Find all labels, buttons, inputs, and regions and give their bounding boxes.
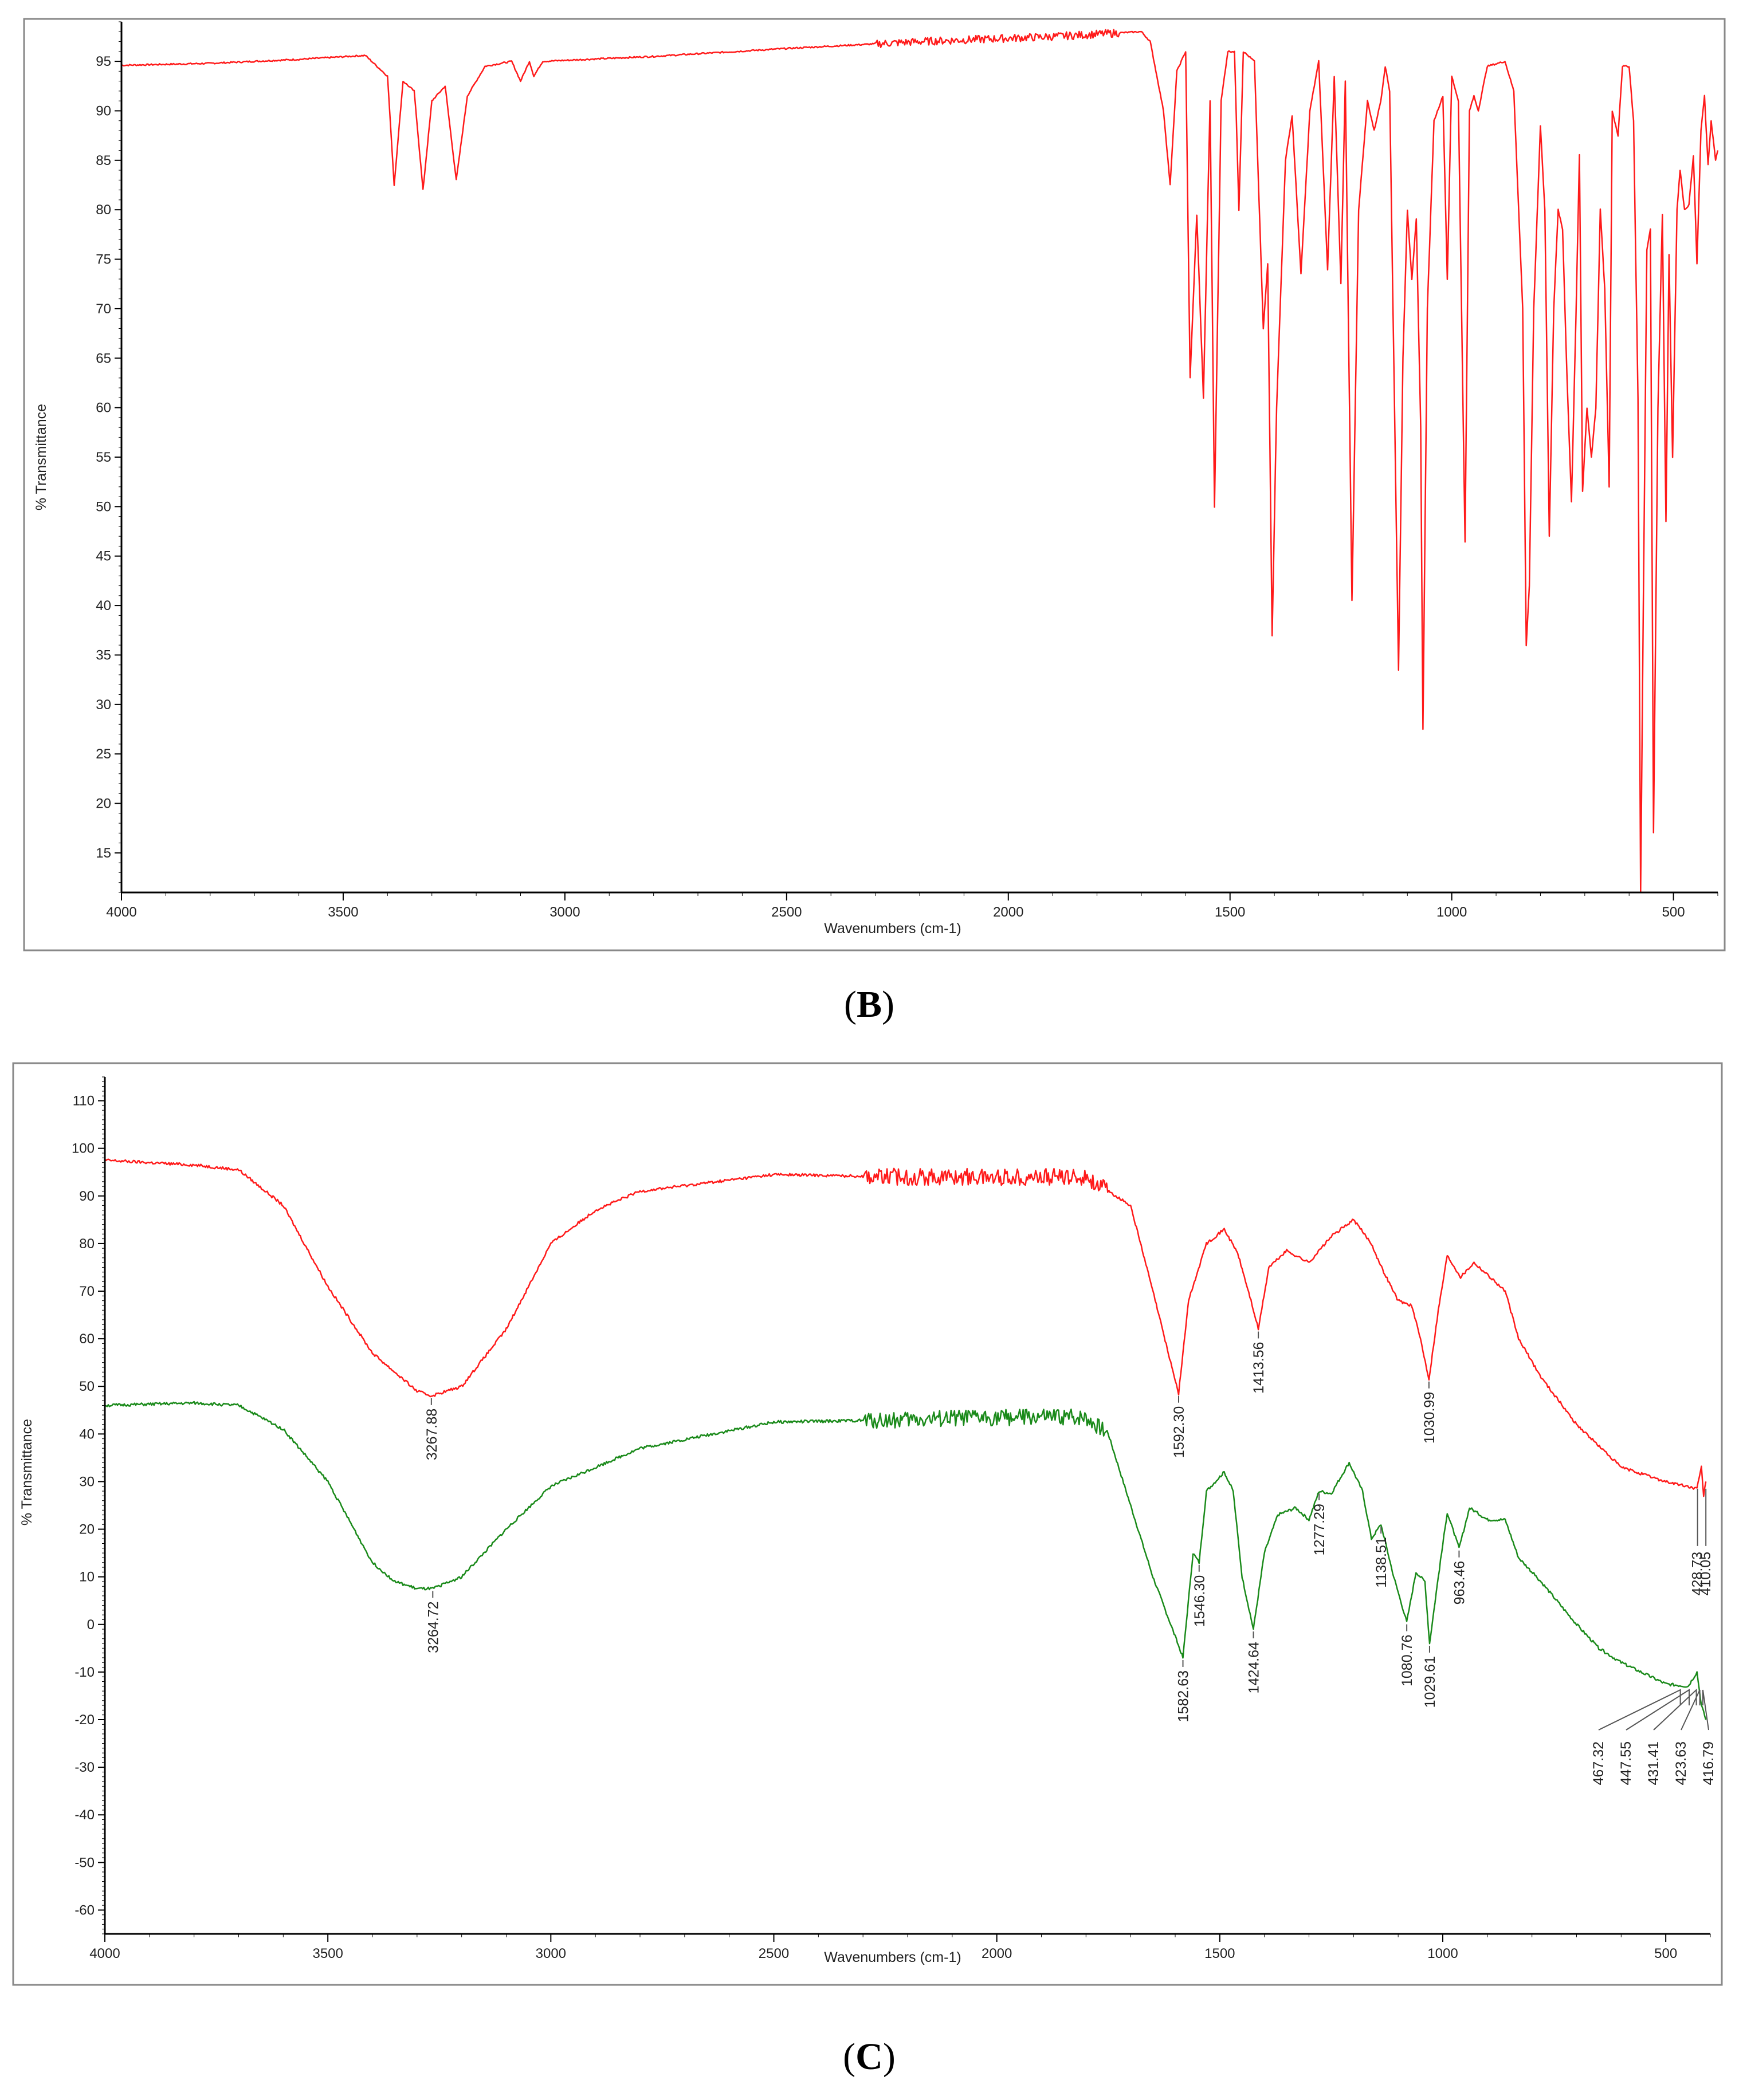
chart-b-y-axis-label: % Transmittance <box>33 404 49 510</box>
y-tick-label: -30 <box>74 1760 95 1775</box>
y-tick-label: 30 <box>79 1474 95 1489</box>
chart-b-x-axis-label: Wavenumbers (cm-1) <box>824 921 961 937</box>
y-tick-label: 35 <box>96 647 111 663</box>
peak-label: 1030.99 <box>1422 1392 1438 1444</box>
y-tick-label: 40 <box>79 1426 95 1442</box>
y-tick-label: 45 <box>96 549 111 564</box>
y-tick-label: 85 <box>96 153 111 168</box>
y-tick-label: -40 <box>74 1807 95 1823</box>
x-tick-label: 1500 <box>1215 905 1245 920</box>
series-line-red <box>121 29 1719 893</box>
x-tick-label: 3500 <box>328 905 358 920</box>
peak-label: 3267.88 <box>424 1409 440 1460</box>
y-tick-label: -60 <box>74 1902 95 1918</box>
x-tick-label: 1000 <box>1427 1946 1458 1961</box>
peak-label: 1582.63 <box>1176 1670 1192 1722</box>
chart-b-frame <box>23 18 1726 951</box>
y-tick-label: 65 <box>96 351 111 366</box>
y-tick-label: 25 <box>96 746 111 762</box>
peak-label: 963.46 <box>1451 1561 1467 1605</box>
y-tick-label: 15 <box>96 845 111 861</box>
peak-label: 447.55 <box>1618 1741 1634 1785</box>
y-tick-label: 90 <box>79 1189 95 1204</box>
x-tick-label: 4000 <box>89 1946 120 1961</box>
y-tick-label: 30 <box>96 697 111 713</box>
y-tick-label: -20 <box>74 1712 95 1728</box>
x-tick-label: 3000 <box>536 1946 566 1961</box>
y-tick-label: 75 <box>96 252 111 268</box>
peak-label: 428.73 <box>1690 1552 1706 1595</box>
caption-c-open: ( <box>843 2036 855 2078</box>
caption-c-close: ) <box>883 2036 896 2078</box>
y-tick-label: 50 <box>79 1379 95 1394</box>
peak-leader-line <box>1598 1689 1681 1731</box>
y-tick-label: 70 <box>96 301 111 317</box>
peak-leader-line <box>1681 1689 1701 1731</box>
x-tick-label: 1500 <box>1204 1946 1235 1961</box>
x-tick-label: 2000 <box>993 905 1023 920</box>
y-tick-label: 80 <box>79 1236 95 1252</box>
y-tick-label: 95 <box>96 54 111 69</box>
x-tick-label: 2500 <box>771 905 802 920</box>
y-tick-label: 55 <box>96 450 111 465</box>
peak-leader-line <box>1626 1689 1690 1731</box>
peak-label: 1277.29 <box>1312 1504 1328 1555</box>
peak-label: 467.32 <box>1591 1741 1607 1785</box>
y-tick-label: 20 <box>79 1522 95 1537</box>
y-tick-label: 20 <box>96 796 111 812</box>
x-tick-label: 2000 <box>982 1946 1012 1961</box>
y-tick-label: 70 <box>79 1284 95 1299</box>
peak-label: 431.41 <box>1646 1741 1662 1785</box>
x-tick-label: 2500 <box>759 1946 789 1961</box>
x-tick-label: 500 <box>1662 905 1685 920</box>
peak-label: 1424.64 <box>1246 1642 1262 1693</box>
caption-c-letter: C <box>855 2036 883 2078</box>
y-tick-label: 0 <box>87 1617 95 1633</box>
caption-c: (C) <box>843 2036 896 2078</box>
peak-label: 423.63 <box>1673 1741 1689 1785</box>
svg-text:(C): (C) <box>843 2036 896 2078</box>
peak-label: 3264.72 <box>425 1601 441 1653</box>
chart-c-frame <box>12 1062 1723 1986</box>
chart-panel-b: 15 20 25 30 35 40 45 50 55 60 65 70 75 80 85 90 95 4000 35… <box>23 18 1726 951</box>
series-line-green <box>104 1401 1707 1720</box>
y-tick-label: 80 <box>96 202 111 218</box>
y-tick-label: 90 <box>96 103 111 119</box>
y-tick-label: -10 <box>74 1665 95 1680</box>
peak-label: 1546.30 <box>1192 1575 1208 1627</box>
y-tick-label: -50 <box>74 1855 95 1870</box>
peak-label: 1413.56 <box>1251 1342 1267 1393</box>
svg-text:(B): (B) <box>844 984 894 1025</box>
y-tick-label: 10 <box>79 1570 95 1585</box>
peak-leader-line <box>1702 1689 1709 1731</box>
x-tick-label: 3000 <box>549 905 580 920</box>
y-tick-label: 40 <box>96 598 111 614</box>
caption-b-close: ) <box>882 984 894 1025</box>
peak-label: 410.05 <box>1698 1552 1714 1595</box>
y-tick-label: 100 <box>72 1141 95 1157</box>
y-tick-label: 50 <box>96 499 111 514</box>
peak-label: 416.79 <box>1701 1741 1717 1785</box>
x-tick-label: 1000 <box>1436 905 1467 920</box>
peak-label: 1138.51 <box>1373 1537 1389 1588</box>
chart-panel-c: 3267.88 1592.30 1413.56 1030.99 3264.72 1582.… <box>12 1062 1723 1986</box>
caption-b-open: ( <box>844 984 857 1025</box>
series-line-red <box>104 1158 1707 1497</box>
peak-label: 1080.76 <box>1399 1635 1415 1686</box>
x-tick-label: 3500 <box>312 1946 343 1961</box>
chart-c-x-axis-label: Wavenumbers (cm-1) <box>824 1949 961 1965</box>
caption-b: (B) <box>844 984 894 1025</box>
peak-leader-line <box>1653 1688 1697 1731</box>
peak-label: 1592.30 <box>1171 1406 1187 1458</box>
caption-b-letter: B <box>857 984 882 1025</box>
x-tick-label: 4000 <box>106 905 136 920</box>
chart-c-y-axis-label: % Transmittance <box>19 1419 35 1525</box>
peak-label: 1029.61 <box>1422 1656 1438 1708</box>
y-tick-label: 110 <box>73 1094 95 1109</box>
x-tick-label: 500 <box>1654 1946 1677 1961</box>
y-tick-label: 60 <box>96 400 111 416</box>
y-tick-label: 60 <box>79 1331 95 1347</box>
